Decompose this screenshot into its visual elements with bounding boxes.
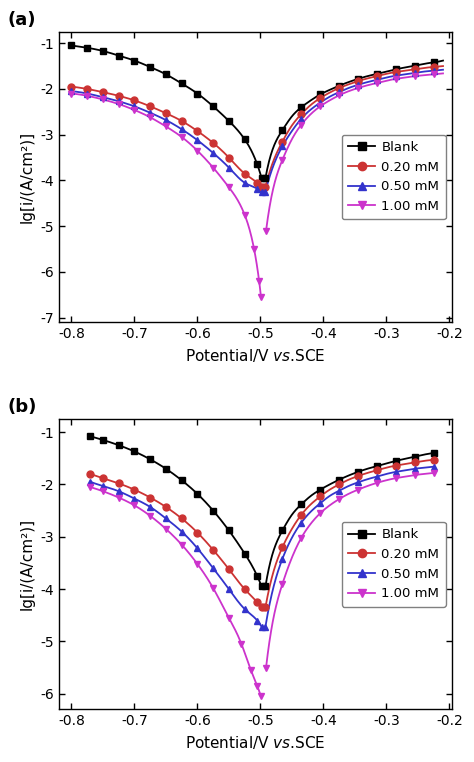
Legend: Blank, 0.20 mM, 0.50 mM, 1.00 mM: Blank, 0.20 mM, 0.50 mM, 1.00 mM [342, 135, 446, 219]
X-axis label: Potential/V $\mathit{vs}$.SCE: Potential/V $\mathit{vs}$.SCE [185, 734, 326, 751]
X-axis label: Potential/V $\mathit{vs}$.SCE: Potential/V $\mathit{vs}$.SCE [185, 347, 326, 363]
Text: (b): (b) [8, 398, 37, 416]
Legend: Blank, 0.20 mM, 0.50 mM, 1.00 mM: Blank, 0.20 mM, 0.50 mM, 1.00 mM [342, 522, 446, 607]
Y-axis label: lg[i/(A/cm²)]: lg[i/(A/cm²)] [20, 518, 35, 610]
Text: (a): (a) [8, 11, 36, 29]
Y-axis label: lg[i/(A/cm²)]: lg[i/(A/cm²)] [20, 131, 35, 223]
